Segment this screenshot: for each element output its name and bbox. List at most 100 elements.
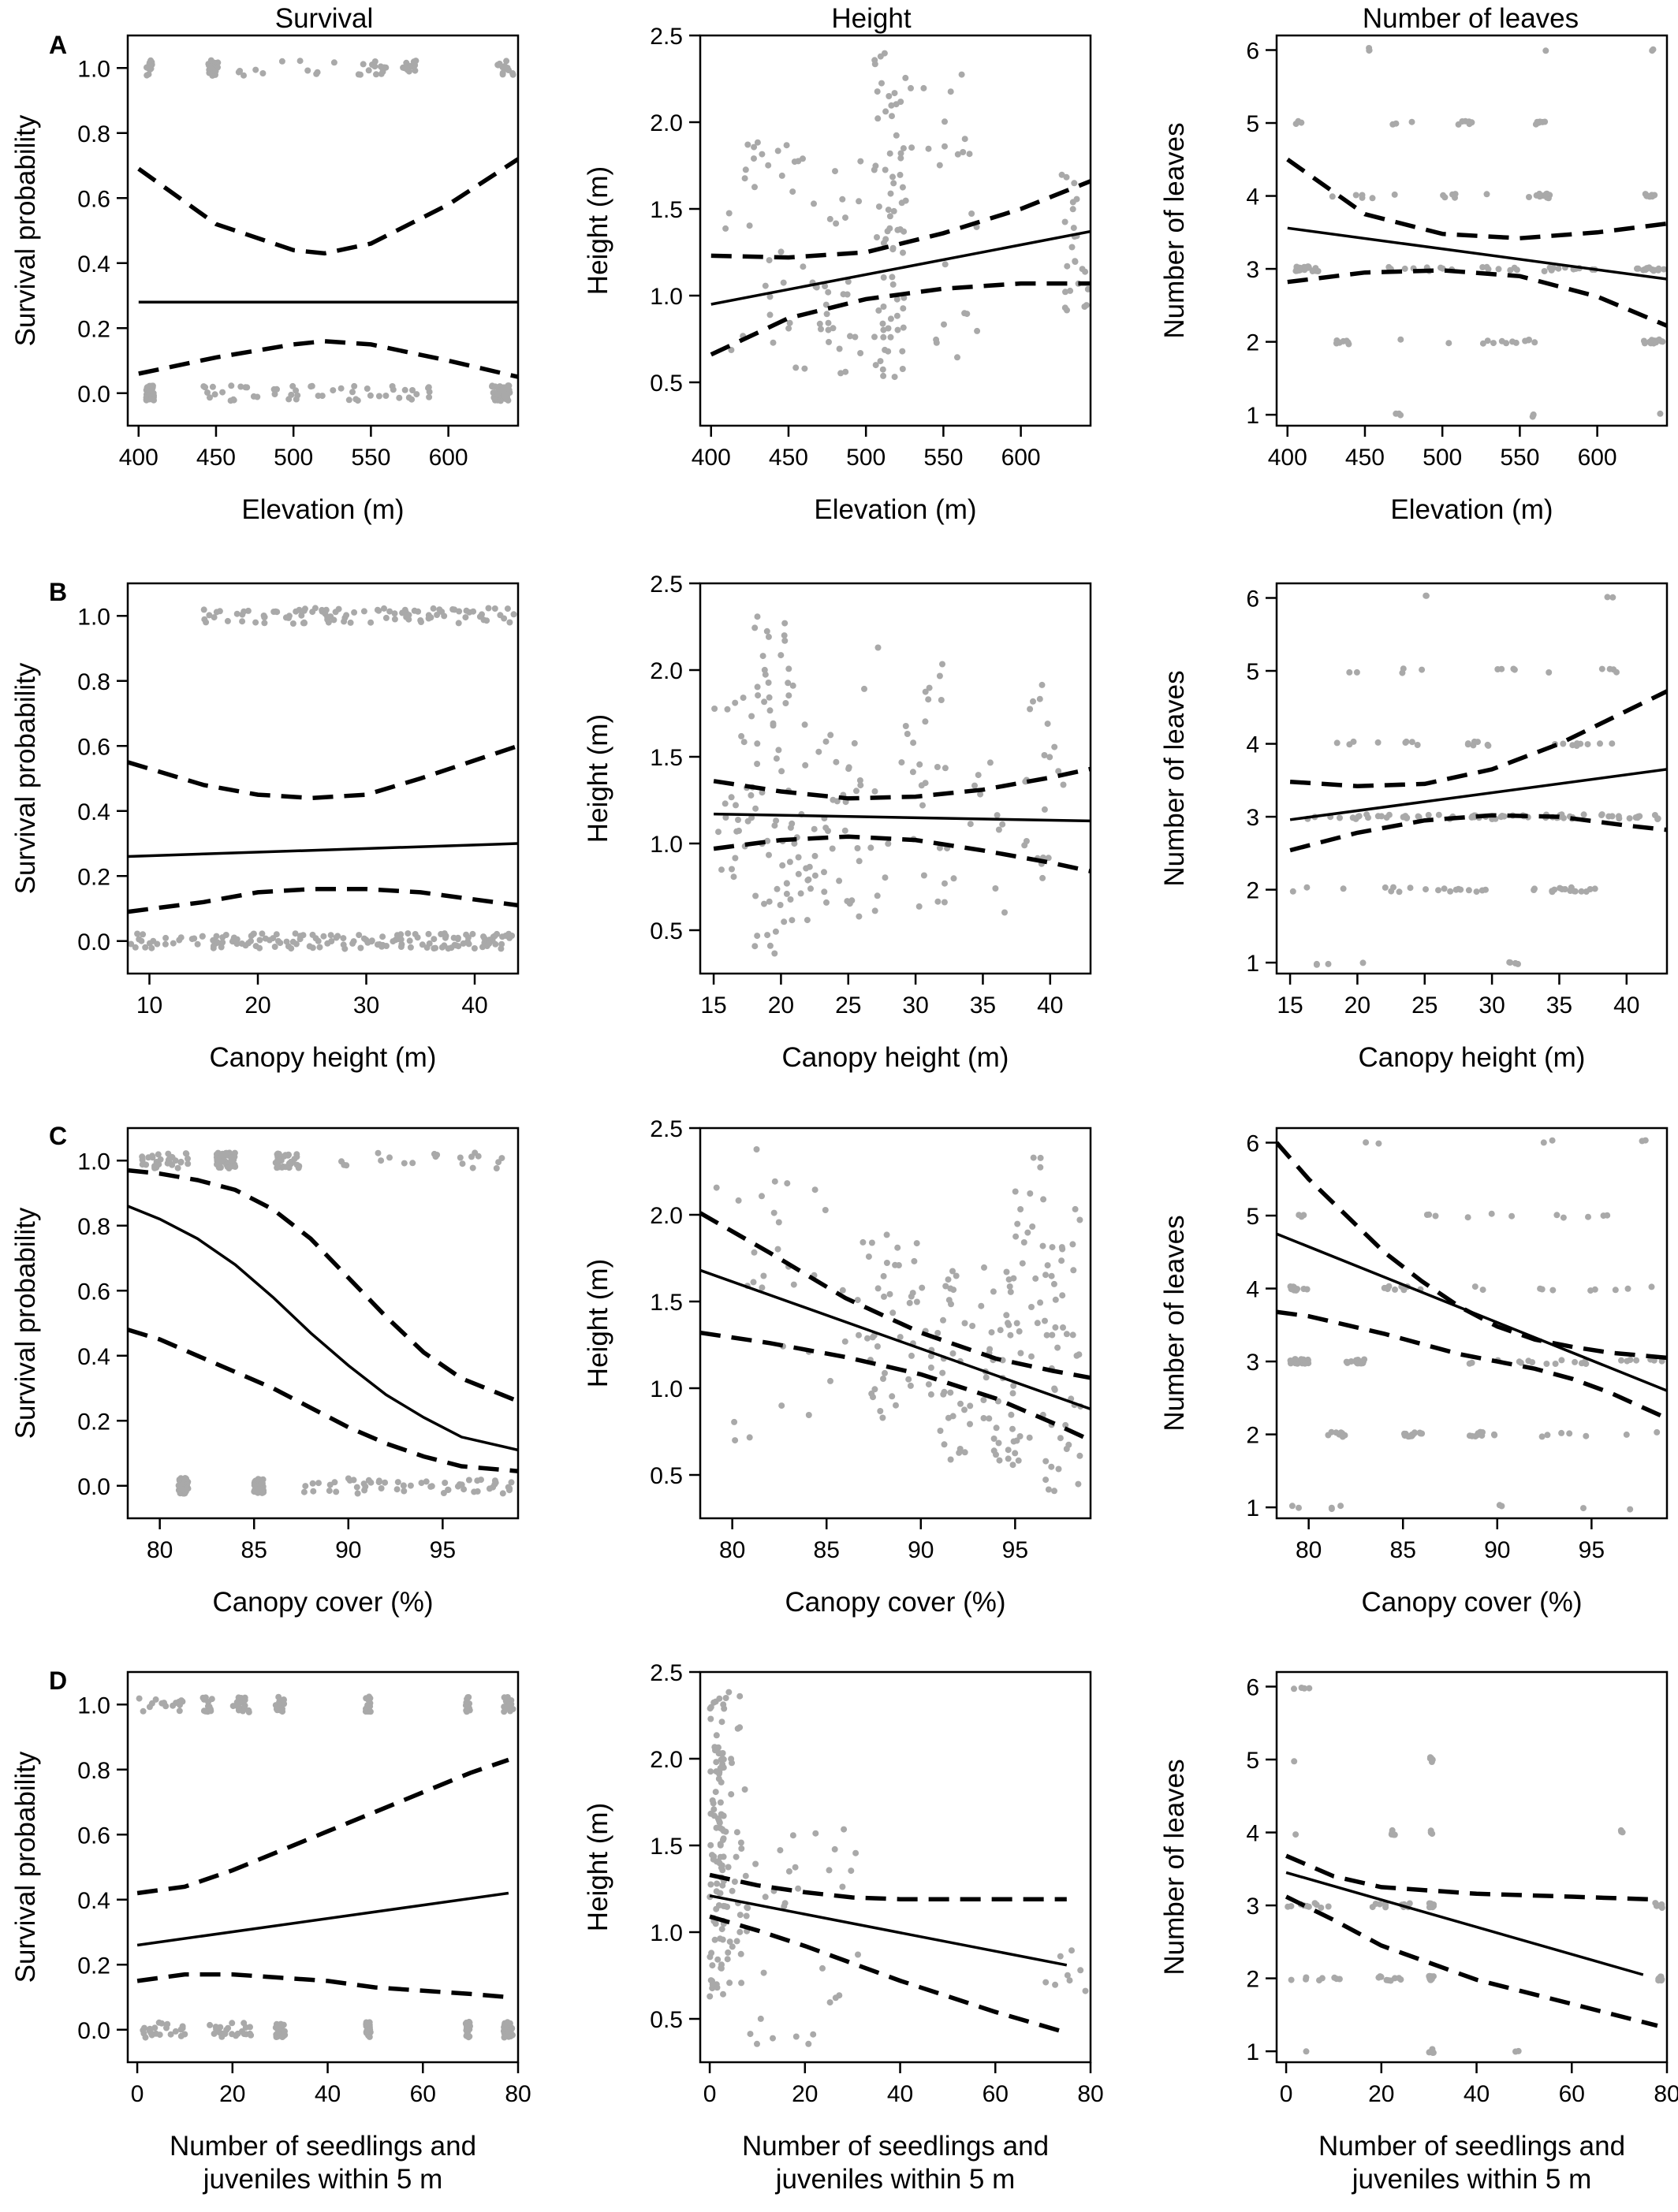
panel-d-height-point-110	[738, 1979, 745, 1987]
panel-c-height-point-138	[993, 1451, 999, 1458]
panel-b-height-point-91	[857, 782, 864, 789]
panel-a-height-point-178	[1067, 287, 1074, 294]
panel-c-height-point-54	[868, 1239, 875, 1246]
panel-c-survival-point-246	[315, 1480, 322, 1487]
panel-a-height-point-64	[891, 374, 898, 381]
panel-b-height-point-19	[711, 706, 718, 712]
panel-a-height-xtick-label: 600	[1001, 445, 1041, 471]
panel-a-leaves-point-137	[1531, 339, 1538, 346]
panel-b-height-point-44	[761, 666, 768, 673]
panel-d-leaves-point-64	[1311, 1900, 1318, 1907]
panel-b-survival-point-143	[360, 935, 367, 942]
panel-d-leaves-point-104	[1426, 1972, 1433, 1979]
panel-d-leaves-point-8	[1428, 1755, 1435, 1762]
panel-a-leaves: 400 450 500 550 600 1 2 3 4 5 6 Elevation (m) Number…	[1159, 34, 1669, 525]
panel-d-height-point-51	[716, 1819, 723, 1827]
panel-b-leaves-point-120	[1289, 888, 1296, 895]
panel-c-height-point-15	[854, 1297, 861, 1304]
panel-a-height-point-46	[823, 311, 830, 318]
panel-b-height-point-54	[755, 692, 762, 699]
panel-c-survival-point-71	[475, 1153, 482, 1160]
panel-a-height-xtick-label: 500	[846, 445, 886, 471]
panel-b-survival-ytick-label: 0.6	[77, 734, 110, 760]
panel-c-survival-point-56	[182, 1150, 189, 1157]
panel-a-height-point-40	[852, 333, 859, 341]
panel-b-height-point-105	[811, 825, 818, 832]
panel-c-height-point-76	[880, 1376, 886, 1382]
panel-a-height-point-176	[1063, 173, 1070, 181]
panel-a-height-point-109	[899, 366, 906, 372]
panel-d-leaves-point-65	[1652, 1900, 1659, 1907]
panel-b-survival-point-66	[360, 608, 367, 615]
panel-a-height-point-99	[872, 362, 879, 369]
panel-b-survival-point-9	[506, 619, 513, 626]
column-title-survival: Survival	[275, 3, 373, 34]
panel-d-height-point-161	[770, 2035, 776, 2042]
panel-b-survival-point-158	[132, 944, 139, 951]
panel-b-height-point-99	[854, 845, 861, 851]
panel-d-height-point-153	[754, 2040, 760, 2047]
panel-c-leaves-xtick-label: 95	[1579, 1537, 1605, 1563]
panel-d-leaves-ylabel: Number of leaves	[1159, 1759, 1190, 1975]
panel-b-survival-point-249	[431, 936, 438, 943]
panel-a-survival-ytick-label: 1.0	[77, 56, 110, 82]
panel-b-height-point-103	[836, 877, 843, 884]
panel-d-height-point-76	[717, 1750, 724, 1757]
panel-b-height-point-68	[765, 633, 772, 640]
panel-b-survival-point-165	[275, 937, 282, 944]
panel-c-height-ytick-label: 0.5	[650, 1463, 683, 1489]
panel-c-leaves-xtick-label: 90	[1484, 1537, 1510, 1563]
panel-a-height-point-129	[879, 366, 886, 373]
panel-a-height-point-142	[966, 151, 973, 158]
panel-b-height-point-171	[1001, 909, 1008, 916]
panel-d-survival-point-107	[463, 1699, 470, 1706]
panel-d-survival-point-227	[366, 2019, 373, 2026]
panel-a-height-point-98	[897, 99, 904, 106]
panel-a-leaves-point-22	[1542, 118, 1549, 125]
panel-b-height-point-90	[795, 870, 802, 877]
panel-c-height-point-128	[956, 1446, 964, 1452]
panel-a-leaves-point-160	[1530, 411, 1537, 419]
panel-a-survival-point-73	[499, 69, 506, 76]
panel-b-leaves-point-82	[1435, 811, 1442, 818]
panel-b-survival-point-56	[298, 612, 305, 619]
panel-b-leaves-point-35	[1471, 738, 1478, 745]
panel-b-survival-point-176	[320, 933, 327, 940]
panel-b-height-point-156	[919, 802, 926, 809]
panel-a-survival-point-179	[289, 382, 296, 389]
panel-c-height-point-8	[759, 1193, 765, 1200]
panel-a-height-point-55	[818, 326, 824, 333]
panel-d-survival-xtick-label: 80	[505, 2081, 531, 2107]
panel-a-height-point-59	[840, 291, 847, 298]
panel-a-leaves-point-51	[1483, 191, 1490, 198]
panel-c-height-point-16	[839, 1287, 846, 1294]
panel-b-height-point-86	[804, 917, 811, 924]
panel-d-leaves-point-1	[1306, 1685, 1313, 1692]
panel-c-height-point-52	[865, 1253, 872, 1261]
panel-d-height-point-159	[785, 1868, 792, 1875]
panel-c-height-point-101	[1003, 1312, 1010, 1319]
panel-b-height-frame	[699, 582, 1092, 975]
panel-b-leaves-point-64	[1337, 814, 1343, 821]
panel-c-leaves-point-109	[1581, 1358, 1588, 1365]
panel-b-survival-point-128	[390, 938, 397, 945]
panel-c-survival-point-123	[164, 1160, 171, 1167]
panel-d-height-point-29	[719, 1867, 726, 1874]
panel-a-survival-point-80	[147, 66, 154, 73]
panel-a-height-point-88	[893, 312, 901, 319]
panel-d-height-ci-upper-line	[709, 1872, 1067, 1901]
panel-d-survival-point-230	[280, 2021, 287, 2028]
panel-d-height-xlabel: Number of seedlings and juveniles within …	[742, 2131, 1049, 2195]
panel-b-leaves-point-144	[1549, 888, 1556, 896]
panel-a-leaves-point-158	[1396, 410, 1403, 417]
panel-b-survival-point-64	[374, 606, 381, 613]
panel-c-height-point-168	[1020, 1239, 1027, 1246]
panel-b-survival-point-41	[343, 612, 350, 619]
panel-a-leaves-point-76	[1401, 265, 1408, 272]
panel-a-height-point-38	[800, 263, 807, 270]
panel-c-height-point-58	[895, 1262, 902, 1268]
panel-c-height-point-191	[1042, 1317, 1048, 1324]
panel-c-leaves-point-90	[1302, 1360, 1309, 1367]
panel-b-survival-point-242	[248, 933, 255, 940]
